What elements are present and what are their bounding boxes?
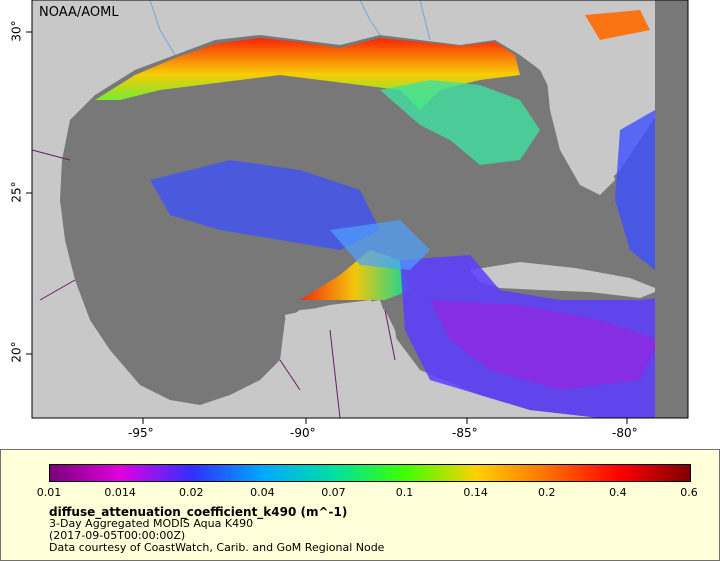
colorbar-tick-label: 0.014 <box>104 486 136 499</box>
colorbar-tick-label: 0.01 <box>36 486 62 499</box>
colorbar-tick-label: 0.07 <box>321 486 346 499</box>
colorbar-tick-label: 0.2 <box>538 486 556 499</box>
map-canvas <box>26 0 689 424</box>
credit-label: NOAA/AOML <box>37 5 121 20</box>
colorbar-tick-label: 0.6 <box>680 486 698 499</box>
map-area: NOAA/AOML -95° -90° -85° -80° 30° 25° 20… <box>9 0 689 440</box>
x-tick-label: -85° <box>452 426 478 440</box>
yucatan-land <box>285 300 400 418</box>
colorbar <box>49 464 691 482</box>
legend-credit: Data courtesy of CoastWatch, Carib. and … <box>49 541 385 554</box>
florida-land <box>545 60 615 195</box>
east-no-data <box>655 0 688 418</box>
x-tick-label: -80° <box>612 426 638 440</box>
colorbar-tick-label: 0.4 <box>609 486 627 499</box>
x-tick-label: -95° <box>128 426 154 440</box>
gulf-data-patch-1 <box>150 160 380 250</box>
y-tick-label: 30° <box>9 20 24 42</box>
legend-title: diffuse_attenuation_coefficient_k490 (m^… <box>49 505 348 519</box>
colorbar-tick-label: 0.14 <box>463 486 488 499</box>
legend-source: 3-Day Aggregated MODIS Aqua K490 <box>49 517 254 530</box>
y-tick-label: 25° <box>9 181 24 203</box>
caribbean-data-purple <box>430 300 660 390</box>
y-tick-label: 20° <box>9 341 24 363</box>
colorbar-tick-label: 0.1 <box>395 486 414 499</box>
political-borders <box>31 149 396 419</box>
atlantic-data <box>615 110 655 270</box>
legend-panel: 0.01 0.014 0.02 0.04 0.07 0.1 0.14 0.2 0.4 0.6 di… <box>0 449 720 561</box>
rivers <box>149 0 431 56</box>
north-gulf-plume <box>380 80 540 165</box>
legend-time: (2017-09-05T00:00:00Z) <box>49 529 186 542</box>
atlantic-turbid <box>585 10 650 40</box>
colorbar-tick-label: 0.04 <box>250 486 275 499</box>
x-tick-label: -90° <box>290 426 316 440</box>
legend-text: diffuse_attenuation_coefficient_k490 (m^… <box>49 506 384 554</box>
cuba-land <box>470 262 660 298</box>
map-frame <box>31 0 689 419</box>
colorbar-tick-label: 0.02 <box>178 486 204 499</box>
gulf-data-patch-2 <box>330 220 430 270</box>
